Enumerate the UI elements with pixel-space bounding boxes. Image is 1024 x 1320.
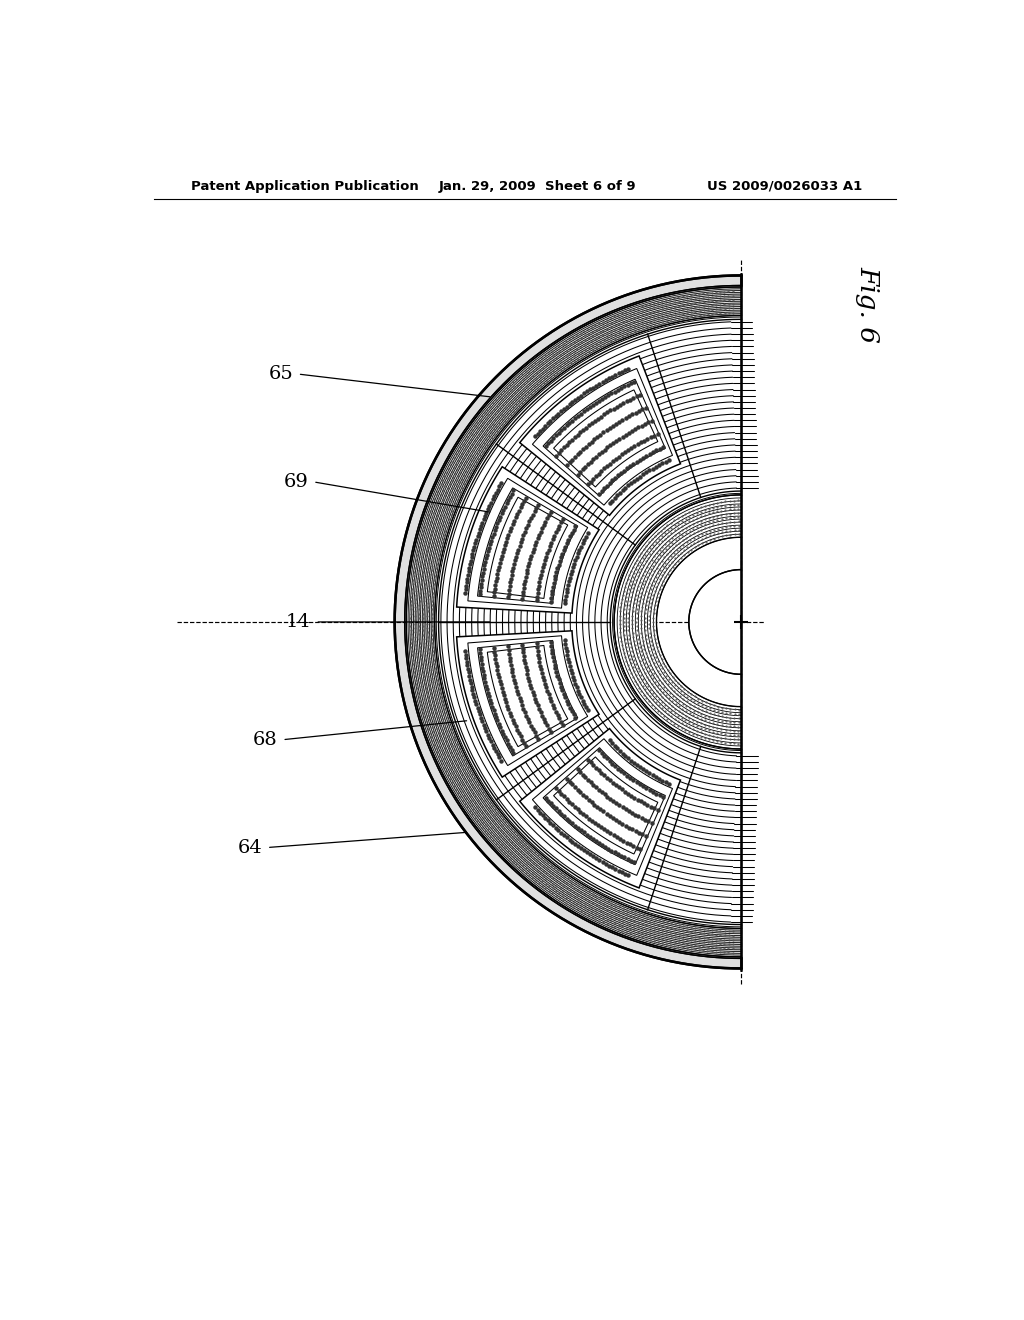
Text: 64: 64: [238, 838, 262, 857]
Polygon shape: [410, 290, 741, 953]
Polygon shape: [426, 306, 741, 937]
Polygon shape: [689, 570, 741, 675]
Polygon shape: [419, 300, 741, 944]
Text: 68: 68: [253, 731, 278, 748]
Polygon shape: [650, 531, 741, 713]
Polygon shape: [394, 276, 741, 969]
Text: Patent Application Publication: Patent Application Publication: [190, 180, 419, 193]
Polygon shape: [624, 504, 741, 741]
Polygon shape: [415, 296, 741, 948]
Polygon shape: [617, 498, 741, 746]
Polygon shape: [414, 294, 741, 950]
Polygon shape: [653, 535, 741, 710]
Text: Fig. 6: Fig. 6: [856, 267, 881, 343]
Polygon shape: [417, 298, 741, 946]
Polygon shape: [520, 356, 681, 515]
Text: 69: 69: [284, 473, 308, 491]
Polygon shape: [421, 301, 741, 942]
Polygon shape: [644, 525, 741, 718]
Polygon shape: [647, 528, 741, 715]
Polygon shape: [424, 305, 741, 939]
Polygon shape: [614, 495, 741, 748]
Polygon shape: [433, 314, 741, 931]
Polygon shape: [412, 292, 741, 952]
Text: US 2009/0026033 A1: US 2009/0026033 A1: [707, 180, 862, 193]
Polygon shape: [408, 289, 741, 956]
Text: 65: 65: [268, 366, 293, 383]
Text: Jan. 29, 2009  Sheet 6 of 9: Jan. 29, 2009 Sheet 6 of 9: [438, 180, 636, 193]
Polygon shape: [431, 312, 741, 932]
Text: 14: 14: [286, 612, 311, 631]
Polygon shape: [621, 502, 741, 743]
Polygon shape: [520, 729, 681, 888]
Polygon shape: [429, 310, 741, 933]
Polygon shape: [635, 516, 741, 727]
Polygon shape: [422, 304, 741, 941]
Polygon shape: [638, 519, 741, 725]
Polygon shape: [641, 523, 741, 722]
Polygon shape: [394, 276, 741, 969]
Polygon shape: [629, 510, 741, 734]
Polygon shape: [457, 467, 599, 612]
Polygon shape: [435, 315, 741, 928]
Polygon shape: [428, 309, 741, 936]
Polygon shape: [457, 631, 599, 777]
Polygon shape: [407, 286, 741, 957]
Polygon shape: [632, 513, 741, 731]
Polygon shape: [627, 507, 741, 737]
